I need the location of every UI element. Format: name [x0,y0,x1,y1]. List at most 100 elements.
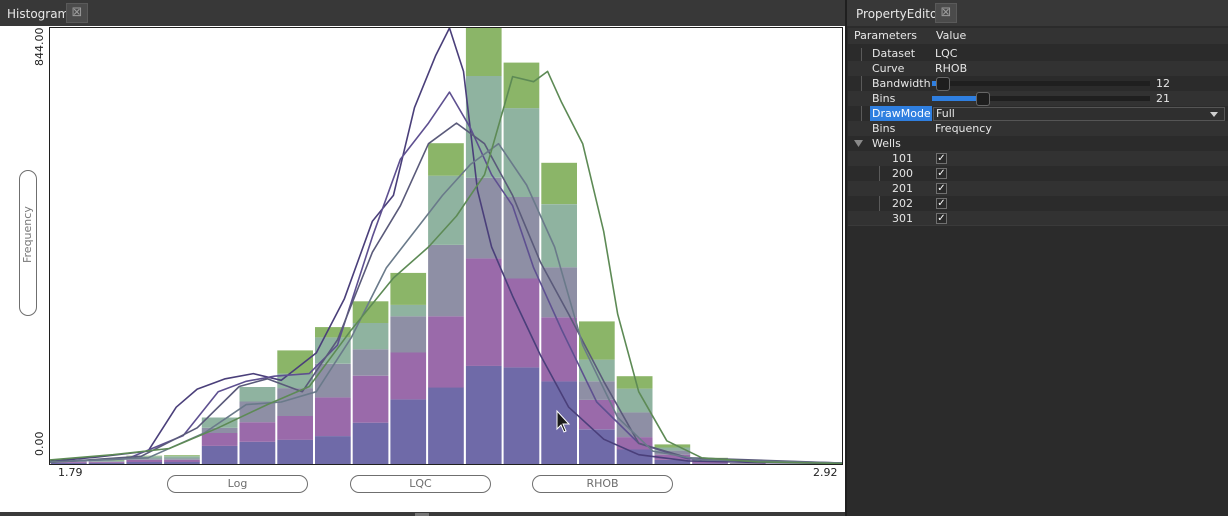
histogram-close-icon[interactable]: ⊠ [66,3,88,23]
histogram-bar-segment [315,397,351,437]
bandwidth-slider-fill [932,81,936,86]
property-row-bins[interactable]: Bins 21 [848,91,1228,106]
value-column-header: Value [936,29,967,42]
histogram-bar-segment [692,461,728,464]
histogram-bar-segment [692,463,728,464]
histogram-bar-segment [390,304,427,317]
histogram-bar-segment [579,359,615,382]
log-selector-button[interactable]: Log [167,475,308,493]
bins-mode-value[interactable]: Frequency [935,122,992,135]
x-axis-min-label: 1.79 [58,466,83,479]
curve-value[interactable]: RHOB [935,62,968,75]
bars-layer [51,28,766,464]
well-name: 200 [892,167,913,180]
histogram-bar-segment [352,349,389,376]
property-row-dataset[interactable]: Dataset LQC [848,46,1228,61]
resize-grip-icon[interactable] [415,513,429,516]
drawmode-select[interactable]: Full [933,107,1225,121]
density-curve [50,28,842,464]
property-row-wells[interactable]: Wells [848,136,1228,151]
list-end-separator [848,225,1228,226]
histogram-bar-segment [503,278,540,368]
chevron-down-icon [1210,112,1218,117]
bins-slider-track[interactable] [932,96,1150,101]
property-row-bandwidth[interactable]: Bandwidth 12 [848,76,1228,91]
bins-slider-fill [932,96,976,101]
bandwidth-slider-handle[interactable] [936,77,950,91]
histogram-bar-segment [164,461,200,464]
histogram-bar-segment [541,162,577,205]
histogram-bar-segment [616,388,653,413]
histogram-bar-segment [616,449,653,464]
well-name: 202 [892,197,913,210]
density-curve [50,122,842,464]
parameters-column-header: Parameters [854,29,917,42]
property-editor-title: PropertyEditor [856,7,943,21]
histogram-bar-segment [51,461,87,463]
bins-label: Bins [872,92,896,105]
well-name: 201 [892,182,913,195]
well-row[interactable]: 301 ✓ [848,211,1228,226]
drawmode-value: Full [936,107,955,120]
property-row-drawmode[interactable]: DrawMode Full [848,106,1228,121]
histogram-bar-segment [164,456,200,459]
well-checkbox[interactable]: ✓ [936,198,947,209]
histogram-bar-segment [654,454,691,460]
histogram-bar-segment [465,28,502,76]
histogram-bar-segment [390,272,427,305]
density-curve [50,142,842,464]
well-checkbox[interactable]: ✓ [936,153,947,164]
density-curve [50,70,842,464]
histogram-bar-segment [352,375,389,423]
y-axis-max-label: 844.00 [33,27,46,67]
histogram-bar-segment [465,365,502,464]
expand-triangle-icon[interactable] [854,140,863,147]
histogram-bar-segment [201,433,238,446]
histogram-bar-segment [541,204,577,268]
well-checkbox[interactable]: ✓ [936,183,947,194]
histogram-bar-segment [315,363,351,398]
rhob-selector-button[interactable]: RHOB [532,475,673,493]
well-row[interactable]: 200 ✓ [848,166,1228,181]
histogram-bar-segment [315,436,351,464]
bandwidth-slider-track[interactable] [932,81,1150,86]
histogram-bar-segment [88,461,125,463]
well-checkbox[interactable]: ✓ [936,168,947,179]
mouse-cursor-icon [556,409,571,433]
bins-slider-handle[interactable] [976,92,990,106]
property-editor-close-icon[interactable]: ⊠ [935,3,957,23]
property-header: Parameters Value [848,28,1228,44]
histogram-bar-segment [579,429,615,464]
well-row[interactable]: 202 ✓ [848,196,1228,211]
well-row[interactable]: 201 ✓ [848,181,1228,196]
histogram-bar-segment [654,447,691,451]
plot-border [49,27,843,465]
dataset-label: Dataset [872,47,916,60]
histogram-bar-segment [654,459,691,464]
property-row-bins-mode[interactable]: Bins Frequency [848,121,1228,136]
histogram-bar-segment [390,352,427,400]
x-axis-max-label: 2.92 [813,466,838,479]
panel-splitter[interactable] [845,0,847,516]
histogram-bar-segment [51,463,87,464]
histogram-bar-segment [465,258,502,366]
well-checkbox[interactable]: ✓ [936,213,947,224]
histogram-bar-segment [126,458,163,460]
dataset-value[interactable]: LQC [935,47,958,60]
well-row[interactable]: 101 ✓ [848,151,1228,166]
histogram-bar-segment [164,459,200,462]
histogram-bar-segment [579,321,615,360]
wells-label: Wells [872,137,901,150]
histogram-bar-segment [616,437,653,450]
histogram-bar-segment [465,76,502,178]
histogram-bar-segment [201,445,238,464]
frequency-axis-button[interactable] [19,170,37,316]
histogram-bar-segment [503,108,540,197]
histogram-chart[interactable] [50,28,842,464]
property-row-curve[interactable]: Curve RHOB [848,61,1228,76]
histogram-bar-segment [88,461,125,462]
histogram-bar-segment [239,422,276,442]
property-editor-titlebar: PropertyEditor ⊠ [847,0,1228,26]
y-axis-min-label: 0.00 [33,431,46,457]
lqc-selector-button[interactable]: LQC [350,475,491,493]
